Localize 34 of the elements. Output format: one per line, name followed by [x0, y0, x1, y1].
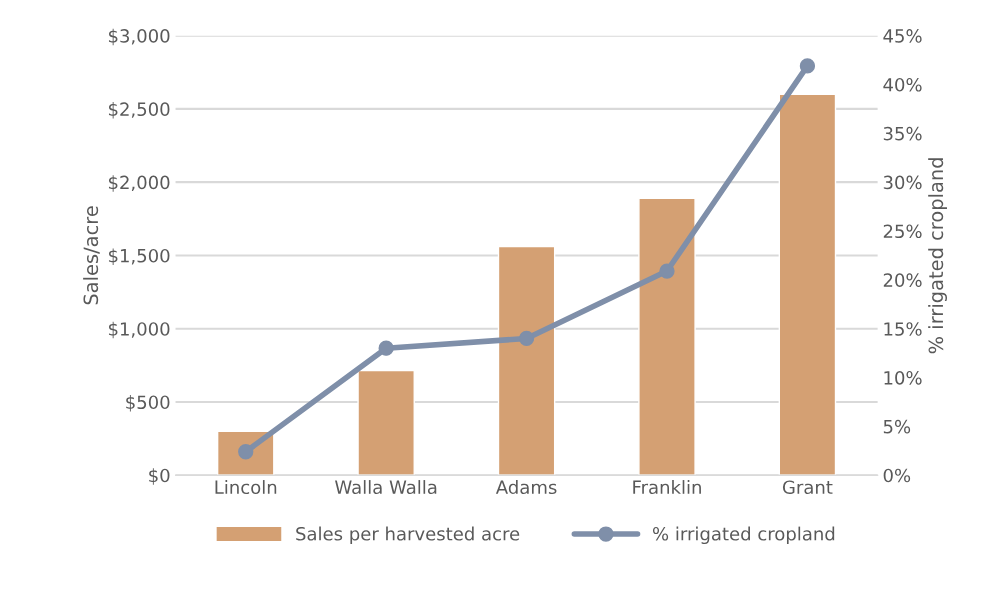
x-tick-label: Adams: [495, 480, 557, 495]
x-tick-label: Grant: [782, 480, 833, 495]
point: [799, 58, 816, 74]
y-tick-label: $2,000: [108, 175, 170, 192]
y-tick-label: $1,500: [108, 248, 170, 265]
x-tick-label: Lincoln: [215, 480, 277, 495]
point: [518, 330, 535, 347]
bar: [497, 245, 556, 476]
y2-tick-label: 45%: [883, 29, 922, 43]
y2-tick-label: 35%: [883, 126, 922, 141]
y2-tick-label: 5%: [883, 419, 911, 434]
legend-label: Sales per harvested acre: [296, 526, 520, 545]
y-tick-label: $1,000: [108, 321, 170, 339]
y2-tick-label: 30%: [883, 175, 922, 190]
y-tick-label: $0: [149, 468, 170, 485]
y2-tick-label: 0%: [883, 468, 911, 483]
point: [378, 340, 394, 356]
bar: [778, 93, 837, 476]
y-tick-label: $3,000: [108, 28, 170, 46]
y-tick-label: $500: [126, 395, 170, 412]
y2-tick-label: 15%: [884, 322, 922, 336]
point: [659, 263, 675, 279]
x-tick-label: Walla Walla: [335, 480, 437, 495]
x-tick-label: Franklin: [633, 480, 701, 495]
bar: [638, 197, 696, 476]
y-tick-label: $2,500: [108, 102, 170, 119]
y2-tick-label: 10%: [884, 370, 922, 385]
y2-tick-label: 20%: [883, 273, 922, 287]
y-axis-title: Sales/acre: [83, 206, 100, 305]
legend-label: % irrigated cropland: [652, 526, 835, 545]
y2-tick-label: 25%: [883, 224, 922, 239]
y2-tick-label: 40%: [883, 77, 922, 92]
y2-axis-title: % irrigated cropland: [928, 158, 947, 354]
bar: [357, 369, 415, 476]
